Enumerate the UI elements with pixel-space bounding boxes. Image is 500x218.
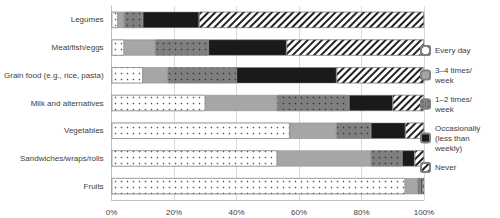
svg-text:40%: 40% <box>229 208 245 217</box>
svg-text:20%: 20% <box>166 208 182 217</box>
svg-text:Every day: Every day <box>435 46 471 55</box>
svg-text:100%: 100% <box>414 208 434 217</box>
svg-text:60%: 60% <box>291 208 307 217</box>
svg-text:Vegetables: Vegetables <box>64 126 104 135</box>
svg-text:Fruits: Fruits <box>84 182 104 191</box>
svg-text:weekly): weekly) <box>434 144 462 153</box>
svg-text:Sandwiches/wraps/rolls: Sandwiches/wraps/rolls <box>20 154 104 163</box>
svg-text:1–2 times/: 1–2 times/ <box>435 95 473 104</box>
svg-text:Occasionally: Occasionally <box>435 124 483 133</box>
svg-text:(less than: (less than <box>435 134 472 143</box>
svg-text:week: week <box>434 105 455 114</box>
svg-text:80%: 80% <box>354 208 370 217</box>
svg-text:Milk and alternatives: Milk and alternatives <box>31 99 104 108</box>
svg-text:0%: 0% <box>106 208 118 217</box>
svg-text:Meat/fish/eggs: Meat/fish/eggs <box>52 43 104 52</box>
svg-text:Grain food (e.g., rice, pasta): Grain food (e.g., rice, pasta) <box>4 71 104 80</box>
svg-text:3–4 times/: 3–4 times/ <box>435 66 473 75</box>
svg-text:Legumes: Legumes <box>71 15 104 24</box>
svg-text:week: week <box>434 76 455 85</box>
svg-text:Never: Never <box>435 163 457 172</box>
